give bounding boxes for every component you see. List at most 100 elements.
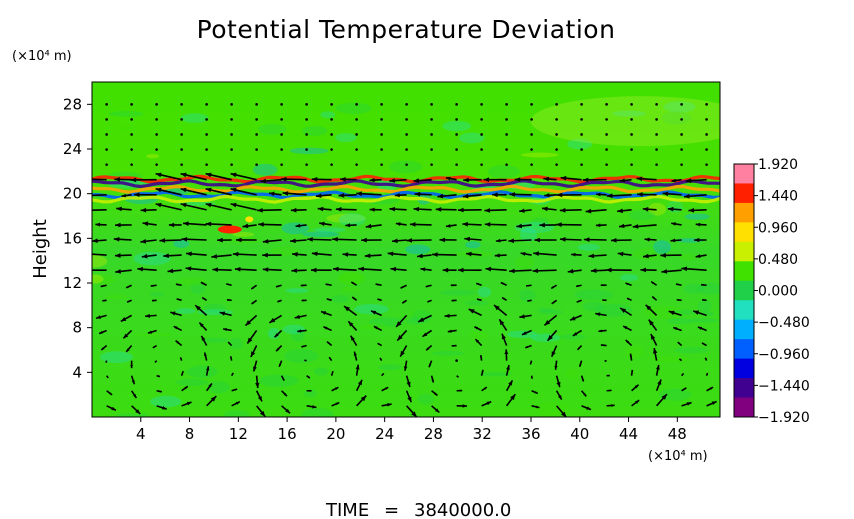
colorbar-tick-label: 0.000 xyxy=(758,284,798,300)
wind-vector xyxy=(252,360,258,372)
wind-vector xyxy=(678,358,683,362)
texture-patch xyxy=(258,374,299,388)
wind-vector xyxy=(389,206,407,212)
wind-vector xyxy=(610,237,632,243)
wind-vector xyxy=(619,307,633,317)
texture-patch xyxy=(134,332,173,337)
texture-patch xyxy=(658,388,692,401)
vector-dot xyxy=(155,148,158,151)
wind-vector xyxy=(505,393,516,407)
wind-vector xyxy=(588,253,607,259)
wind-vector xyxy=(181,236,207,242)
wind-vector xyxy=(432,252,457,257)
wind-vector xyxy=(413,178,432,183)
wind-vector xyxy=(332,237,357,242)
texture-patch xyxy=(515,255,535,270)
vector-dot xyxy=(205,118,208,121)
wind-vector xyxy=(387,251,407,257)
x-tick-label: 24 xyxy=(375,425,394,443)
wind-vector xyxy=(342,252,357,257)
wind-vector xyxy=(447,329,457,333)
texture-patch xyxy=(92,255,108,268)
colorbar-segment xyxy=(734,319,754,340)
vector-dot xyxy=(305,163,308,166)
vector-dot xyxy=(480,103,483,106)
vector-dot xyxy=(380,118,383,121)
wind-vector xyxy=(484,222,507,227)
wind-vector xyxy=(514,177,532,182)
wind-vector xyxy=(201,296,208,301)
wind-vector xyxy=(340,176,357,182)
wind-vector xyxy=(198,321,208,331)
wind-vector xyxy=(413,206,432,212)
wind-vector xyxy=(278,360,283,368)
texture-patch xyxy=(440,289,478,296)
wind-vector xyxy=(668,310,682,317)
colorbar-tick-label: −0.960 xyxy=(758,347,810,363)
wind-vector xyxy=(125,345,133,353)
wind-vector xyxy=(310,267,332,273)
wind-vector xyxy=(581,405,592,411)
wind-vector xyxy=(325,283,332,287)
wind-vector xyxy=(311,176,332,182)
wind-vector xyxy=(671,178,682,183)
wind-vector xyxy=(642,253,657,259)
wind-vector xyxy=(405,390,413,403)
wind-vector xyxy=(226,299,232,302)
wind-vector xyxy=(444,313,457,318)
vector-dot xyxy=(430,133,433,136)
wind-vector xyxy=(326,341,333,347)
texture-patch xyxy=(289,147,329,155)
texture-patch xyxy=(477,286,492,298)
wind-vector xyxy=(494,253,507,258)
wind-vector xyxy=(150,284,157,287)
vector-dot xyxy=(230,103,233,106)
wind-vector xyxy=(163,253,182,259)
texture-patch xyxy=(173,239,190,248)
wind-vector xyxy=(544,193,557,198)
wind-vector xyxy=(140,238,157,244)
wind-vector xyxy=(600,284,607,287)
wind-vector xyxy=(406,405,418,417)
wind-vector xyxy=(306,405,317,409)
texture-patch xyxy=(186,365,218,379)
vector-dot xyxy=(330,148,333,151)
wind-vector xyxy=(175,340,183,347)
vector-dot xyxy=(630,133,633,136)
texture-patch xyxy=(290,328,305,342)
texture-patch xyxy=(154,100,168,113)
wind-vector xyxy=(173,325,182,332)
wind-vector xyxy=(394,193,407,198)
wind-vector xyxy=(706,400,717,407)
texture-patch xyxy=(326,213,366,223)
wind-vector xyxy=(636,176,657,182)
vector-dot xyxy=(505,148,508,151)
wind-vector xyxy=(297,329,307,333)
colorbar-segment xyxy=(734,202,754,223)
wind-vector xyxy=(370,310,382,317)
texture-patch xyxy=(411,310,433,323)
y-axis-ticks: 4 8 12 16 20 24 28 xyxy=(63,95,92,381)
wind-vector xyxy=(697,326,707,332)
colorbar-segment xyxy=(734,378,754,399)
wind-vector xyxy=(450,284,457,287)
wind-vector xyxy=(92,253,107,256)
texture-patch xyxy=(464,300,489,306)
wind-vector xyxy=(585,208,607,214)
wind-vector xyxy=(559,207,582,213)
wind-vector xyxy=(644,237,657,242)
texture-patch xyxy=(431,350,465,356)
wind-vector xyxy=(156,405,167,410)
wind-vector xyxy=(147,329,157,334)
wind-vector xyxy=(181,401,192,407)
vector-dot xyxy=(555,103,558,106)
vector-dot xyxy=(480,133,483,136)
vector-dot xyxy=(430,103,433,106)
wind-vector xyxy=(578,360,583,367)
wind-vector xyxy=(211,254,232,259)
wind-vector xyxy=(550,284,558,290)
wind-vector xyxy=(155,202,182,211)
vector-dot xyxy=(280,148,283,151)
texture-patch xyxy=(105,294,128,300)
wind-vector xyxy=(306,375,311,379)
